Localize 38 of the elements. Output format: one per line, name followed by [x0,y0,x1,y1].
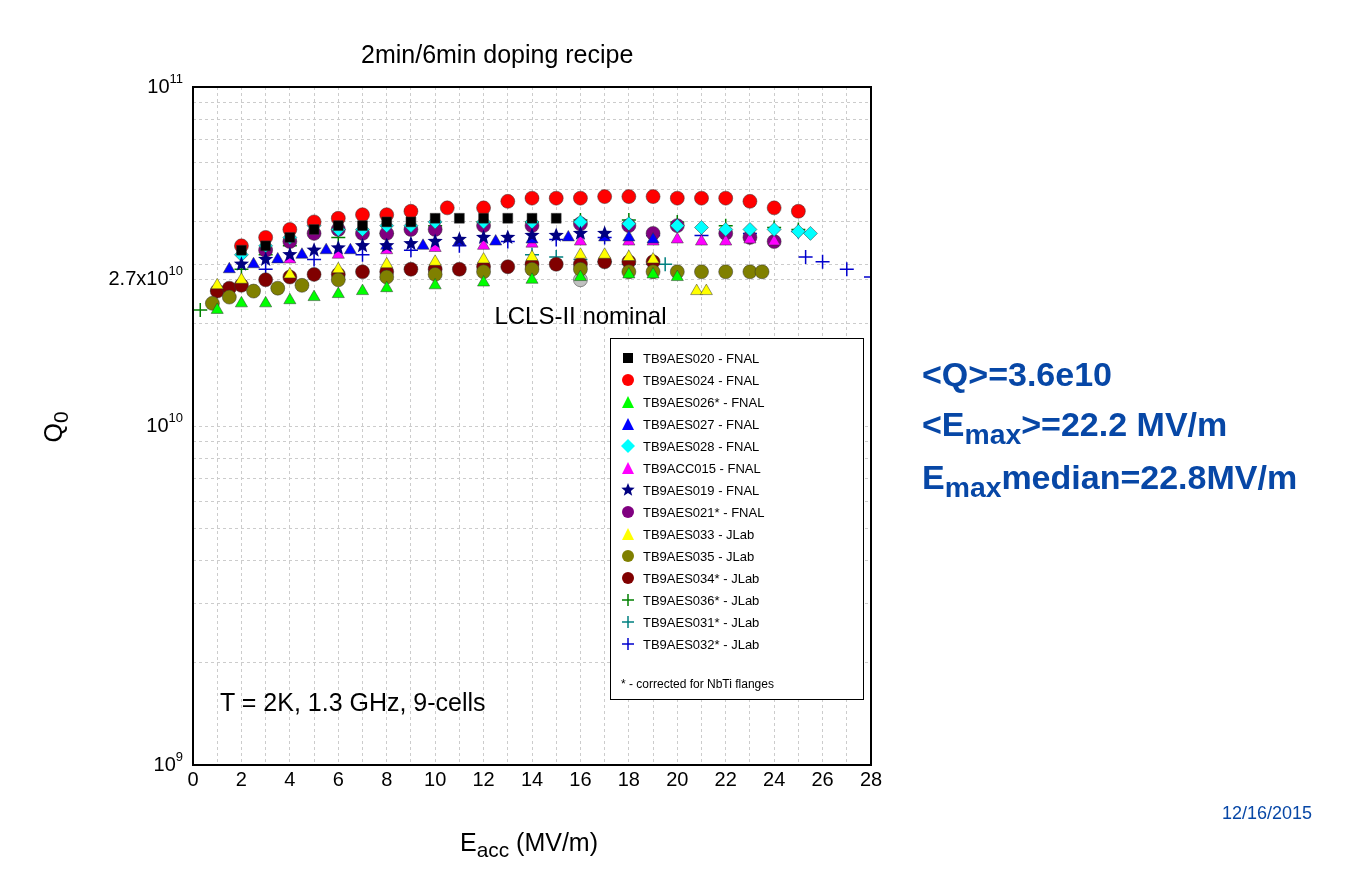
text: <E$_{max}$>=22.2 MV/m [922,405,1228,451]
annotation: LCLS-II nominal [494,302,667,330]
legend-label: TB9AES031* - JLab [643,614,760,630]
legend-label: TB9AES020 - FNAL [643,350,760,366]
x-tick-label: 2 [235,767,247,790]
x-tick-label: 12 [472,767,495,790]
chart-title: 2min/6min doping recipe [361,40,634,69]
x-tick-label: 18 [617,767,640,790]
legend-label: TB9AES024 - FNAL [643,372,760,388]
legend-label: TB9AES032* - JLab [643,636,760,652]
x-tick-label: 4 [284,767,296,790]
text: <Q>=3.6e10 [922,355,1113,394]
text: 12/16/2015 [1222,803,1313,824]
x-tick-label: 26 [811,767,834,790]
x-tick-label: 22 [714,767,737,790]
x-tick-label: 24 [763,767,786,790]
legend-label: TB9AES035 - JLab [643,548,755,564]
legend-label: TB9ACC015 - FNAL [643,460,761,476]
legend-label: TB9AES021* - FNAL [643,504,765,520]
x-tick-label: 8 [381,767,393,790]
annotation: * - corrected for NbTi flanges [621,677,775,691]
x-tick-label: 16 [569,767,592,790]
legend-label: TB9AES036* - JLab [643,592,760,608]
legend-label: TB9AES026* - FNAL [643,394,765,410]
x-tick-label: 10 [424,767,447,790]
x-axis-title: E$_{acc}$ (MV/m) [460,828,598,862]
legend-label: TB9AES033 - JLab [643,526,755,542]
x-tick-label: 14 [520,767,544,790]
annotation: T = 2K, 1.3 GHz, 9-cells [220,688,486,717]
legend-label: TB9AES028 - FNAL [643,438,760,454]
legend-label: TB9AES019 - FNAL [643,482,760,498]
legend-label: TB9AES027 - FNAL [643,416,760,432]
x-tick-label: 28 [859,767,883,790]
x-tick-label: 0 [187,767,199,790]
legend-label: TB9AES034* - JLab [643,570,760,586]
text: E$_{max}$median=22.8MV/m [922,458,1298,504]
x-tick-label: 20 [666,767,689,790]
x-tick-label: 6 [332,767,344,790]
